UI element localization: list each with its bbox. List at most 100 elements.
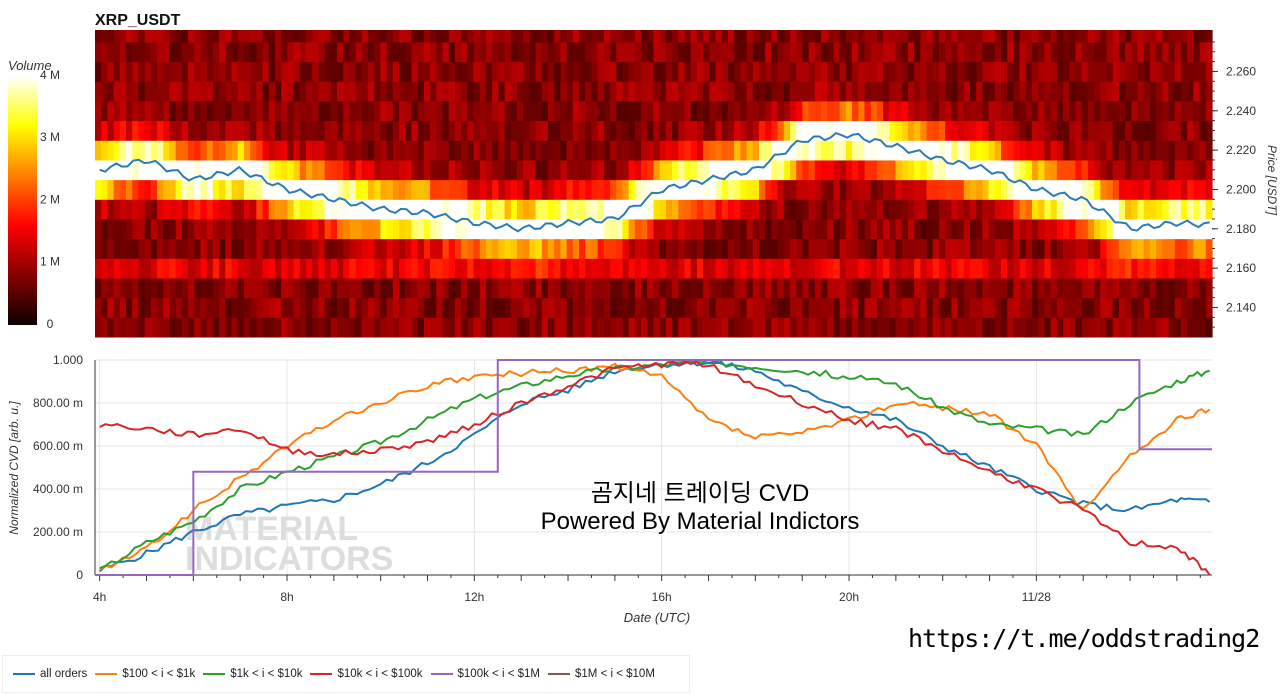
heatmap-cell xyxy=(1087,81,1095,102)
heatmap-cell xyxy=(144,61,152,82)
heatmap-cell xyxy=(219,258,226,279)
colorbar-tick: 1 M xyxy=(40,255,60,269)
heatmap-cell xyxy=(758,100,766,122)
heatmap-cell xyxy=(529,258,537,279)
heatmap-cell xyxy=(852,317,859,338)
heatmap-cell xyxy=(907,41,915,63)
heatmap-cell xyxy=(895,120,903,141)
heatmap-cell xyxy=(634,81,642,102)
heatmap-cell xyxy=(566,258,574,279)
heatmap-cell xyxy=(200,159,208,181)
heatmap-cell xyxy=(678,61,686,82)
heatmap-cell xyxy=(423,61,431,82)
heatmap-cell xyxy=(1094,100,1101,122)
heatmap-cell xyxy=(876,297,884,318)
heatmap-cell xyxy=(250,159,257,181)
heatmap-cell xyxy=(864,100,872,122)
heatmap-cell xyxy=(1168,81,1176,102)
heatmap-cell xyxy=(1044,199,1052,220)
heatmap-cell xyxy=(181,41,189,63)
heatmap-cell xyxy=(523,81,530,102)
heatmap-cell xyxy=(1193,81,1201,102)
heatmap-cell xyxy=(591,159,599,181)
heatmap-cell xyxy=(1038,258,1046,279)
heatmap-cell xyxy=(262,81,270,102)
heatmap-cell xyxy=(703,41,710,63)
legend-item[interactable]: all orders xyxy=(13,668,87,680)
heatmap-cell xyxy=(1087,159,1095,181)
legend-item[interactable]: $1M < i < $10M xyxy=(548,668,655,680)
heatmap-cell xyxy=(889,140,897,161)
heatmap-cell xyxy=(411,199,419,220)
heatmap-cell xyxy=(1112,30,1120,43)
heatmap-cell xyxy=(783,61,791,82)
heatmap-cell xyxy=(703,199,710,220)
heatmap-cell xyxy=(504,297,512,318)
heatmap-cell xyxy=(374,179,382,200)
heatmap-cell xyxy=(516,179,524,200)
heatmap-cell xyxy=(678,159,686,181)
heatmap-cell xyxy=(659,179,667,200)
heatmap-cell xyxy=(597,317,605,338)
heatmap-cell xyxy=(963,30,971,43)
heatmap-cell xyxy=(256,81,264,102)
heatmap-cell xyxy=(634,41,642,63)
heatmap-cell xyxy=(659,30,667,43)
heatmap-cell xyxy=(541,238,549,259)
heatmap-cell xyxy=(1056,61,1064,82)
heatmap-cell xyxy=(597,61,605,82)
heatmap-cell xyxy=(1100,100,1108,122)
heatmap-cell xyxy=(932,277,940,299)
legend-item[interactable]: $1k < i < $10k xyxy=(203,668,302,680)
heatmap-cell xyxy=(113,277,121,299)
heatmap-cell xyxy=(945,317,952,338)
heatmap-cell xyxy=(1050,317,1058,338)
heatmap-cell xyxy=(920,140,928,161)
heatmap-cell xyxy=(883,159,890,181)
heatmap-cell xyxy=(740,41,748,63)
heatmap-cell xyxy=(1131,100,1139,122)
overlay-line2: Powered By Material Indictors xyxy=(540,508,860,535)
heatmap-cell xyxy=(690,41,698,63)
legend-item[interactable]: $100k < i < $1M xyxy=(430,668,540,680)
heatmap-cell xyxy=(1125,41,1132,63)
heatmap-cell xyxy=(696,297,704,318)
heatmap-cell xyxy=(647,179,655,200)
heatmap-cell xyxy=(194,30,202,43)
heatmap-cell xyxy=(1137,140,1145,161)
heatmap-cell xyxy=(963,199,971,220)
heatmap-cell xyxy=(1038,238,1046,259)
heatmap-cell xyxy=(529,179,537,200)
heatmap-cell xyxy=(1044,61,1052,82)
heatmap-cell xyxy=(523,218,530,240)
heatmap-cell xyxy=(330,41,338,63)
heatmap-cell xyxy=(101,140,109,161)
heatmap-cell xyxy=(560,120,568,141)
heatmap-cell xyxy=(1007,238,1015,259)
heatmap-cell xyxy=(597,258,605,279)
heatmap-cell xyxy=(448,140,456,161)
heatmap-cell xyxy=(932,30,940,43)
heatmap-cell xyxy=(324,61,332,82)
heatmap-cell xyxy=(597,30,605,43)
heatmap-cell xyxy=(1205,30,1213,43)
heatmap-cell xyxy=(715,41,723,63)
heatmap-cell xyxy=(746,199,754,220)
heatmap-cell xyxy=(1007,199,1015,220)
heatmap-cell xyxy=(864,199,872,220)
heatmap-cell xyxy=(684,41,692,63)
heatmap-cell xyxy=(616,100,624,122)
heatmap-cell xyxy=(1100,218,1108,240)
legend-item[interactable]: $100 < i < $1k xyxy=(95,668,195,680)
heatmap-cell xyxy=(554,159,562,181)
heatmap-cell xyxy=(442,120,450,141)
heatmap-cell xyxy=(343,100,351,122)
heatmap-cell xyxy=(411,41,419,63)
heatmap-cell xyxy=(529,81,537,102)
legend-item[interactable]: $10k < i < $100k xyxy=(310,668,423,680)
heatmap-cell xyxy=(268,100,276,122)
heatmap-cell xyxy=(734,297,741,318)
heatmap-cell xyxy=(963,218,971,240)
heatmap-cell xyxy=(790,258,797,279)
heatmap-cell xyxy=(163,317,171,338)
